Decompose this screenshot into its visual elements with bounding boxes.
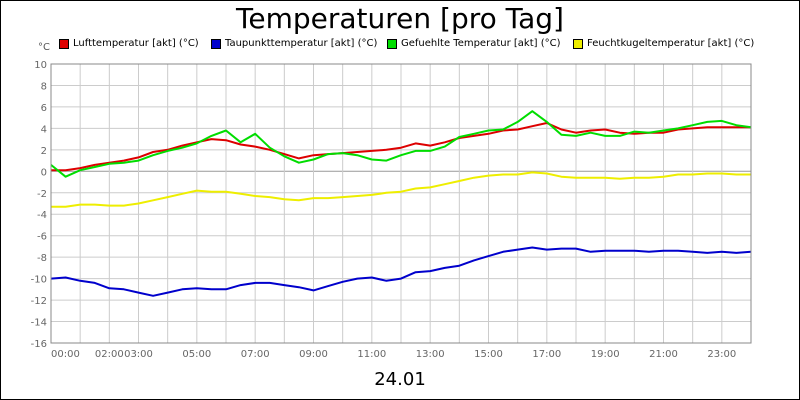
x-tick-label: 19:00 <box>591 349 620 360</box>
y-tick-label: -16 <box>31 339 47 350</box>
legend-item-feuchtkugel: Feuchtkugeltemperatur [akt] (°C) <box>573 38 754 49</box>
y-tick-label: 6 <box>41 103 47 114</box>
y-tick-label: -14 <box>31 318 47 329</box>
y-tick-label: 10 <box>34 60 47 71</box>
legend-label: Lufttemperatur [akt] (°C) <box>73 38 199 49</box>
y-tick-label: 4 <box>41 124 47 135</box>
plot-border <box>50 63 752 344</box>
y-tick-label: -12 <box>31 296 47 307</box>
y-tick-label: 0 <box>41 167 47 178</box>
series-line-0 <box>51 122 751 172</box>
y-tick-label: -8 <box>37 253 47 264</box>
legend-item-taupunkttemperatur: Taupunkttemperatur [akt] (°C) <box>211 38 377 49</box>
legend-swatch-green <box>387 38 397 49</box>
legend-item-lufttemperatur: Lufttemperatur [akt] (°C) <box>59 38 199 49</box>
legend-label: Gefuehlte Temperatur [akt] (°C) <box>401 38 561 49</box>
legend-item-gefuehlte: Gefuehlte Temperatur [akt] (°C) <box>387 38 560 49</box>
series-line-2 <box>50 110 752 178</box>
y-tick-label: 8 <box>41 81 47 92</box>
legend-swatch-yellow <box>573 38 583 49</box>
y-unit-label: °C <box>38 42 50 53</box>
x-tick-label: 15:00 <box>474 349 503 360</box>
y-tick-label: -6 <box>37 232 47 243</box>
chart-title: Temperaturen [pro Tag] <box>236 2 564 35</box>
x-tick-label: 02:00 <box>95 349 124 360</box>
x-tick-label: 07:00 <box>241 349 270 360</box>
x-tick-label: 03:00 <box>124 349 153 360</box>
y-tick-label: -4 <box>37 210 47 221</box>
x-tick-label: 17:00 <box>532 349 561 360</box>
series-line-1 <box>50 246 752 297</box>
y-tick-label: -10 <box>31 275 47 286</box>
legend-swatch-red <box>59 38 69 49</box>
y-tick-label: 2 <box>41 146 47 157</box>
x-tick-label: 09:00 <box>299 349 328 360</box>
legend-label: Taupunkttemperatur [akt] (°C) <box>225 38 378 49</box>
legend-swatch-blue <box>211 38 221 49</box>
x-tick-label: 11:00 <box>357 349 386 360</box>
x-tick-label: 05:00 <box>182 349 211 360</box>
x-tick-label: 13:00 <box>416 349 445 360</box>
x-tick-label: 23:00 <box>707 349 736 360</box>
x-tick-label: 21:00 <box>649 349 678 360</box>
series-line-3 <box>51 171 751 208</box>
date-label: 24.01 <box>374 369 426 390</box>
legend-label: Feuchtkugeltemperatur [akt] (°C) <box>587 38 755 49</box>
x-tick-label: 00:00 <box>51 349 80 360</box>
y-tick-label: -2 <box>37 189 47 200</box>
